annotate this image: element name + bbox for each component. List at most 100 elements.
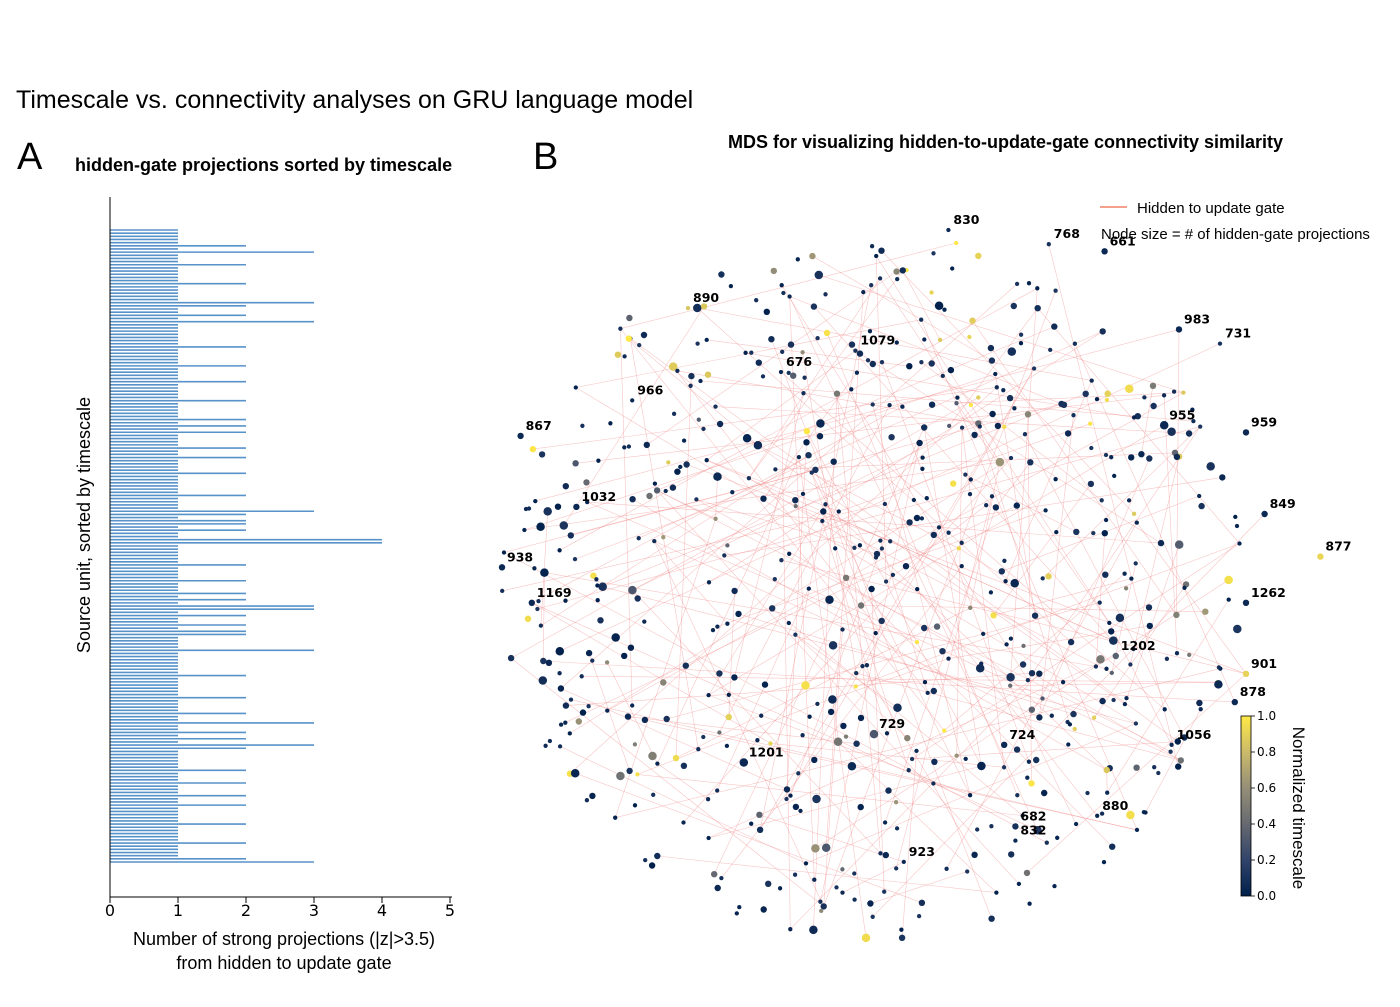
node-point <box>572 556 578 562</box>
node-point <box>1008 636 1014 641</box>
edge-line <box>789 296 815 880</box>
edge-line <box>978 423 1071 725</box>
node-point <box>579 674 584 679</box>
node-point <box>725 621 730 626</box>
edge-line <box>902 270 941 341</box>
edge-line <box>944 573 1125 731</box>
node-point <box>930 687 937 695</box>
node-point <box>854 370 860 375</box>
edge-line <box>628 338 759 446</box>
node-point <box>800 350 805 355</box>
node-point <box>634 595 641 602</box>
node-point <box>622 445 627 450</box>
edge-line <box>569 387 998 774</box>
edge-line <box>632 498 1107 771</box>
node-point <box>998 568 1005 575</box>
node-point <box>1041 789 1048 797</box>
node-point <box>626 444 632 449</box>
node-point <box>940 373 945 379</box>
edge-line <box>823 511 1113 641</box>
node-point <box>1018 341 1024 346</box>
node-point <box>1101 859 1107 865</box>
node-point <box>538 451 546 458</box>
node-point <box>1033 756 1040 764</box>
node-point <box>621 652 628 660</box>
node-point <box>1131 646 1136 652</box>
edge-line <box>806 431 982 767</box>
node-point <box>1016 881 1022 887</box>
edge-line <box>630 338 1178 742</box>
edge-line <box>657 456 800 764</box>
node-point <box>765 880 772 887</box>
node-point <box>988 590 994 595</box>
node-point <box>994 890 999 895</box>
node-point <box>575 718 582 725</box>
x-axis-ticks: 0 1 2 3 4 5 <box>105 897 455 920</box>
node-label: 880 <box>1102 798 1128 813</box>
node-point <box>819 908 824 914</box>
node-point <box>807 714 812 719</box>
node-point <box>705 797 711 802</box>
node-point <box>878 851 883 856</box>
edge-line <box>855 543 1240 687</box>
node-point <box>944 866 949 871</box>
node-point <box>1131 415 1137 420</box>
node-point <box>939 648 946 655</box>
node-point <box>526 506 532 511</box>
node-point <box>856 350 864 357</box>
node-point <box>1157 539 1165 547</box>
node-point <box>547 738 553 744</box>
edge-line <box>531 406 903 604</box>
node-point <box>710 627 716 633</box>
edge-line <box>575 772 923 904</box>
node-point <box>1043 508 1048 513</box>
node-point <box>660 679 667 686</box>
node-point <box>728 283 734 289</box>
node-point <box>870 914 875 919</box>
node-point <box>920 466 925 471</box>
edge-line <box>870 871 968 904</box>
node-point <box>989 410 996 418</box>
node-point <box>532 566 537 571</box>
node-point <box>605 708 610 713</box>
node-point <box>777 886 783 891</box>
node-point <box>1033 825 1042 835</box>
edge-line <box>614 518 716 818</box>
edge-line <box>958 548 1015 584</box>
edge-line <box>789 296 1065 406</box>
panel-a-bar-chart: 0 1 2 3 4 5 Number of strong projections (|z|… <box>74 197 455 973</box>
panel-b-letter: B <box>533 136 559 178</box>
labeled-node <box>498 564 506 571</box>
node-point <box>918 899 926 906</box>
edge-line <box>706 459 1114 641</box>
node-point <box>759 713 764 718</box>
node-point <box>1022 432 1028 437</box>
edge-line <box>620 242 957 329</box>
node-point <box>597 617 604 624</box>
node-point <box>1149 382 1157 389</box>
edge-line <box>748 278 881 479</box>
node-point <box>1125 384 1134 394</box>
edge-line <box>644 719 1138 831</box>
node-point <box>1026 281 1032 286</box>
node-point <box>959 540 964 545</box>
node-label: 959 <box>1251 414 1277 429</box>
node-point <box>714 884 721 892</box>
node-point <box>1054 529 1059 535</box>
node-point <box>704 337 709 343</box>
node-point <box>849 387 854 392</box>
edge-line <box>1048 244 1179 767</box>
node-point <box>586 704 591 709</box>
node-point <box>928 360 935 367</box>
node-point <box>1015 793 1020 798</box>
node-point <box>915 586 920 592</box>
node-point <box>535 606 540 612</box>
edge-line <box>884 507 997 823</box>
edge-line <box>559 288 1038 551</box>
edge-line <box>1026 673 1247 874</box>
labeled-node <box>946 227 951 233</box>
node-point <box>590 658 595 663</box>
edge-line <box>535 329 1180 502</box>
node-point <box>562 702 570 709</box>
node-point <box>630 703 635 708</box>
